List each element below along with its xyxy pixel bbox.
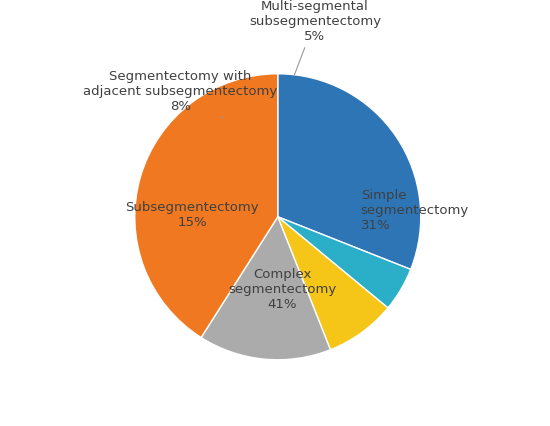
Text: Multi-segmental
subsegmentectomy
5%: Multi-segmental subsegmentectomy 5%	[249, 0, 381, 75]
Wedge shape	[278, 217, 388, 350]
Text: Complex
segmentectomy
41%: Complex segmentectomy 41%	[228, 267, 336, 310]
Text: Segmentectomy with
adjacent subsegmentectomy
8%: Segmentectomy with adjacent subsegmentec…	[84, 70, 278, 119]
Wedge shape	[135, 75, 278, 338]
Text: Subsegmentectomy
15%: Subsegmentectomy 15%	[125, 201, 258, 228]
Wedge shape	[278, 75, 421, 270]
Wedge shape	[201, 217, 331, 360]
Text: Simple
segmentectomy
31%: Simple segmentectomy 31%	[361, 189, 469, 232]
Wedge shape	[278, 217, 411, 308]
